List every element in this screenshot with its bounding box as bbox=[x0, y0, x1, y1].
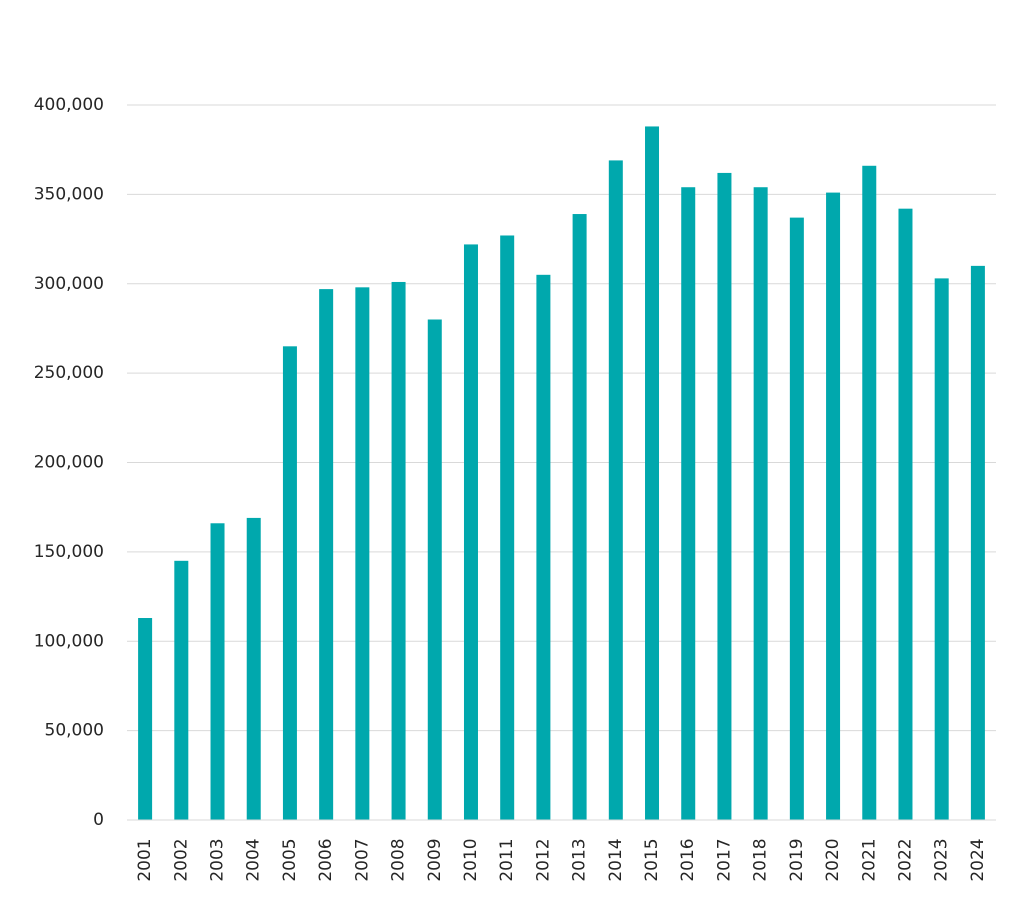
x-tick-label: 2020 bbox=[823, 838, 843, 881]
x-tick-label: 2023 bbox=[932, 838, 952, 881]
x-tick-label: 2007 bbox=[352, 838, 372, 881]
x-tick-label: 2010 bbox=[461, 838, 481, 881]
x-tick-label: 2012 bbox=[533, 838, 553, 881]
y-tick-label: 350,000 bbox=[34, 184, 104, 204]
bar-2012 bbox=[536, 274, 551, 820]
x-tick-label: 2001 bbox=[135, 838, 155, 881]
x-tick-label: 2005 bbox=[280, 838, 300, 881]
bar-2007 bbox=[355, 287, 370, 820]
x-tick-label: 2017 bbox=[714, 838, 734, 881]
bar-2019 bbox=[789, 217, 804, 821]
y-tick-label: 100,000 bbox=[34, 631, 104, 651]
x-tick-label: 2002 bbox=[171, 838, 191, 881]
y-tick-label: 0 bbox=[93, 810, 104, 830]
x-tick-label: 2009 bbox=[425, 838, 445, 881]
bar-2017 bbox=[717, 172, 732, 821]
x-tick-label: 2015 bbox=[642, 838, 662, 881]
bar-2010 bbox=[463, 244, 478, 821]
x-tick-label: 2011 bbox=[497, 838, 517, 881]
y-tick-label: 250,000 bbox=[34, 363, 104, 383]
x-tick-label: 2016 bbox=[678, 838, 698, 881]
bar-2008 bbox=[391, 281, 406, 820]
x-tick-label: 2013 bbox=[570, 838, 590, 881]
y-tick-label: 200,000 bbox=[34, 453, 104, 473]
bar-2001 bbox=[138, 618, 153, 820]
x-tick-label: 2024 bbox=[968, 838, 988, 881]
bar-2011 bbox=[500, 235, 515, 821]
y-tick-label: 50,000 bbox=[45, 721, 104, 741]
bar-2016 bbox=[681, 187, 696, 821]
y-axis-tick-labels: 0 50,000 100,000 150,000 200,000 250,000 300,0… bbox=[34, 95, 104, 830]
x-tick-label: 2006 bbox=[316, 838, 336, 881]
bar-2018 bbox=[753, 187, 768, 821]
gridlines bbox=[127, 104, 996, 732]
x-tick-label: 2003 bbox=[208, 838, 228, 881]
x-tick-label: 2004 bbox=[244, 838, 264, 881]
x-tick-label: 2021 bbox=[859, 838, 879, 881]
x-axis-tick-labels: 2001 2002 2003 2004 2005 2006 2007 2008 2009 2010… bbox=[135, 838, 988, 881]
y-tick-label: 150,000 bbox=[34, 542, 104, 562]
y-tick-label: 400,000 bbox=[34, 95, 104, 115]
x-tick-label: 2022 bbox=[895, 838, 915, 881]
bar-2004 bbox=[246, 517, 261, 820]
bar-2002 bbox=[174, 560, 189, 820]
x-tick-label: 2014 bbox=[606, 838, 626, 881]
bar-2015 bbox=[645, 126, 660, 820]
x-tick-label: 2018 bbox=[751, 838, 771, 881]
bar-2020 bbox=[826, 192, 841, 820]
bar-2003 bbox=[210, 523, 225, 820]
bar-2013 bbox=[572, 214, 587, 821]
bar-2021 bbox=[862, 165, 877, 820]
bar-2009 bbox=[427, 319, 442, 820]
bar-2024 bbox=[970, 265, 985, 820]
bars bbox=[138, 126, 985, 821]
x-tick-label: 2019 bbox=[787, 838, 807, 881]
bar-2022 bbox=[898, 208, 913, 821]
bar-2005 bbox=[282, 346, 297, 820]
bar-2006 bbox=[319, 289, 334, 820]
bar-2014 bbox=[608, 160, 623, 821]
bar-2023 bbox=[934, 278, 949, 820]
x-tick-label: 2008 bbox=[389, 838, 409, 881]
y-tick-label: 300,000 bbox=[34, 274, 104, 294]
